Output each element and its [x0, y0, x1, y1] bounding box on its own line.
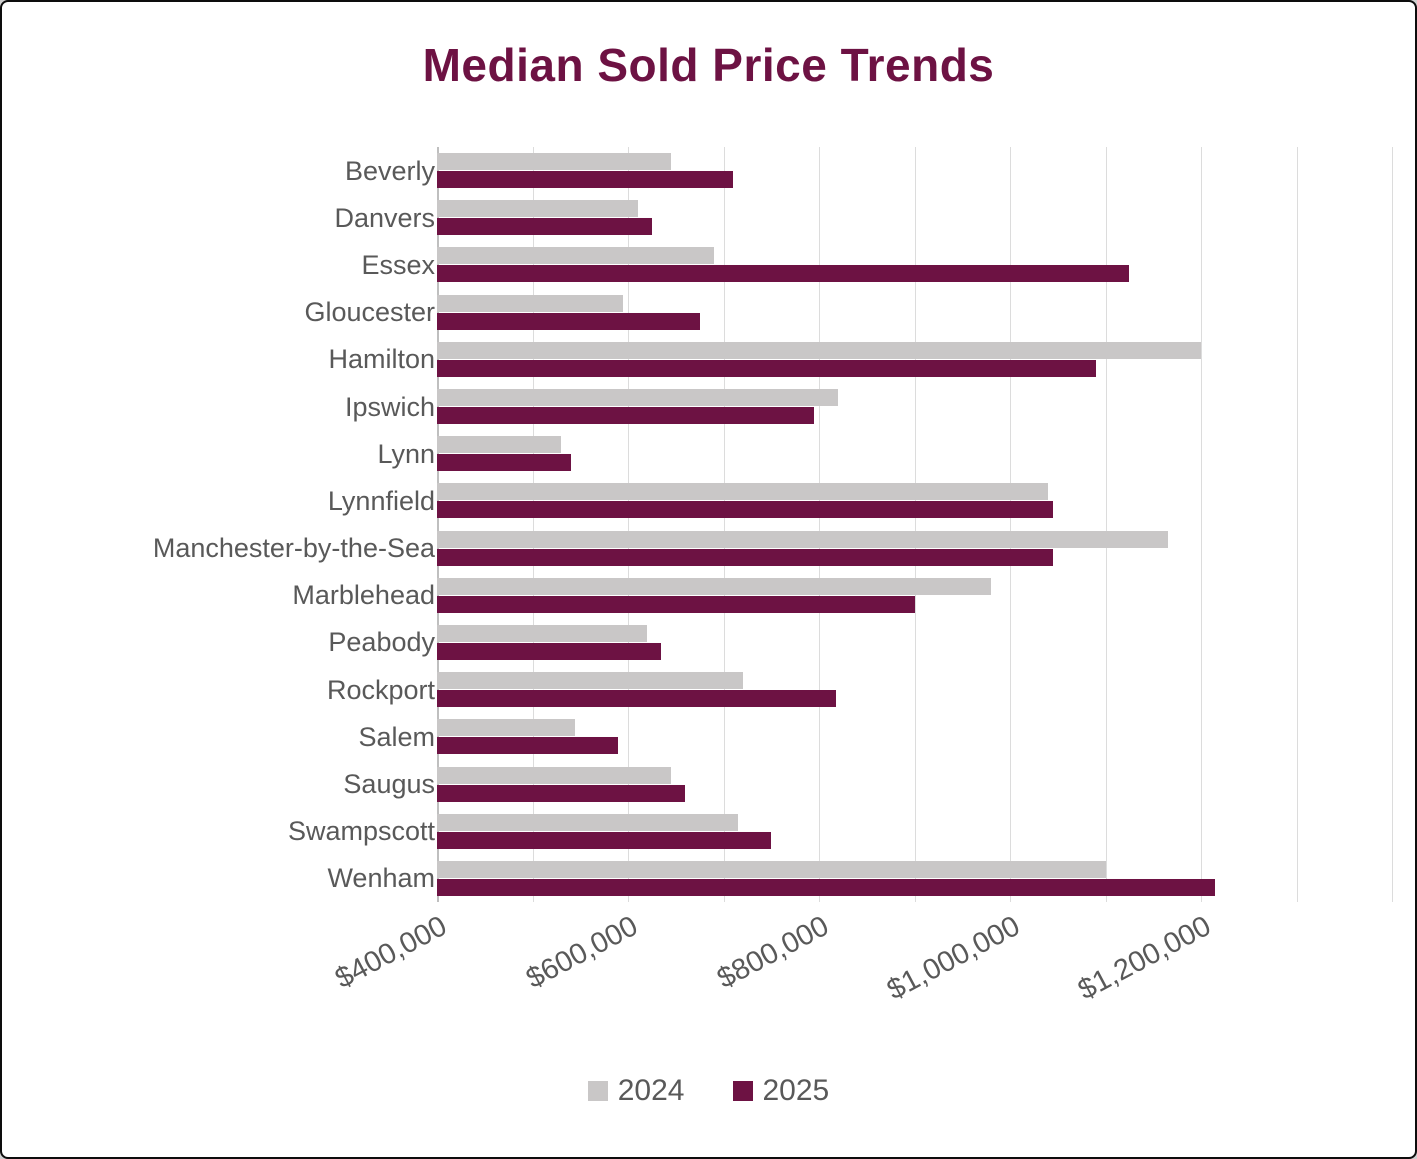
bar-2025-essex: [437, 265, 1130, 283]
legend-item-2024: 2024: [587, 1074, 685, 1108]
bar-2024-saugus: [437, 766, 671, 784]
bar-2024-danvers: [437, 200, 638, 218]
legend: 2024 2025: [2, 1074, 1415, 1108]
bar-2025-lynnfield: [437, 501, 1053, 519]
legend-label: 2024: [617, 1074, 685, 1107]
bar-2025-salem: [437, 737, 619, 755]
category-label: Saugus: [343, 769, 435, 800]
bar-2024-peabody: [437, 624, 648, 642]
bar-2024-salem: [437, 719, 576, 737]
bar-2024-lynn: [437, 436, 562, 454]
bar-2025-ipswich: [437, 407, 815, 425]
bar-2025-marblehead: [437, 595, 915, 613]
bar-2025-saugus: [437, 784, 686, 802]
bar-2025-swampscott: [437, 831, 772, 849]
bar-2024-marblehead: [437, 577, 991, 595]
bar-2025-hamilton: [437, 359, 1096, 377]
category-label: Wenham: [327, 863, 435, 894]
category-axis: Beverly Danvers Essex Gloucester Hamilton Ips…: [2, 147, 435, 902]
category-label: Hamilton: [328, 344, 435, 375]
bar-2024-rockport: [437, 672, 743, 690]
bar-2025-gloucester: [437, 312, 700, 330]
category-label: Gloucester: [304, 297, 435, 328]
category-label: Essex: [361, 249, 435, 280]
value-tick-label: $600,000: [521, 910, 644, 996]
legend-swatch-icon: [587, 1081, 608, 1101]
category-label: Marblehead: [292, 580, 435, 611]
bar-2024-wenham: [437, 860, 1106, 878]
category-label: Ipswich: [344, 391, 435, 422]
gridline: [628, 147, 629, 902]
bar-2024-swampscott: [437, 813, 738, 831]
gridline: [723, 147, 725, 902]
bar-2025-wenham: [437, 878, 1216, 896]
bar-2024-essex: [437, 247, 714, 265]
category-label: Danvers: [334, 202, 435, 233]
bar-2025-danvers: [437, 218, 652, 236]
gridline: [1201, 147, 1202, 902]
category-label: Lynnfield: [327, 485, 435, 516]
gridline: [819, 147, 820, 902]
bar-2024-lynnfield: [437, 483, 1049, 501]
category-label: Beverly: [344, 155, 435, 186]
value-tick-label: $1,200,000: [1072, 910, 1217, 1007]
category-label: Lynn: [377, 438, 435, 469]
bar-2025-peabody: [437, 642, 662, 660]
bar-2024-hamilton: [437, 341, 1201, 359]
value-tick-label: $800,000: [712, 910, 835, 996]
value-axis: $400,000 $600,000 $800,000 $1,000,000 $1,200…: [330, 910, 1392, 1040]
category-label: Peabody: [328, 627, 435, 658]
category-label: Manchester-by-the-Sea: [152, 533, 435, 564]
bar-2025-rockport: [437, 690, 837, 708]
category-label: Rockport: [326, 674, 435, 705]
bar-2024-manchester-by-the-sea: [437, 530, 1168, 548]
plot-area: [437, 147, 1393, 902]
category-label: Swampscott: [287, 816, 435, 847]
axis-line: [437, 147, 439, 902]
bar-2024-ipswich: [437, 389, 839, 407]
gridline: [1296, 147, 1298, 902]
bar-2025-lynn: [437, 454, 571, 472]
value-tick-label: $1,000,000: [881, 910, 1026, 1007]
legend-item-2025: 2025: [732, 1074, 830, 1108]
legend-label: 2025: [762, 1074, 830, 1107]
legend-swatch-icon: [732, 1081, 753, 1101]
bar-2024-beverly: [437, 153, 671, 171]
gridline: [1392, 147, 1393, 902]
gridline: [914, 147, 916, 902]
gridline: [532, 147, 534, 902]
bar-2024-gloucester: [437, 294, 624, 312]
chart-title: Median Sold Price Trends: [422, 39, 995, 91]
gridline: [1010, 147, 1011, 902]
bar-2025-manchester-by-the-sea: [437, 548, 1053, 566]
category-label: Salem: [358, 721, 435, 752]
value-tick-label: $400,000: [330, 910, 453, 996]
bar-2025-beverly: [437, 171, 734, 189]
gridline: [1105, 147, 1107, 902]
